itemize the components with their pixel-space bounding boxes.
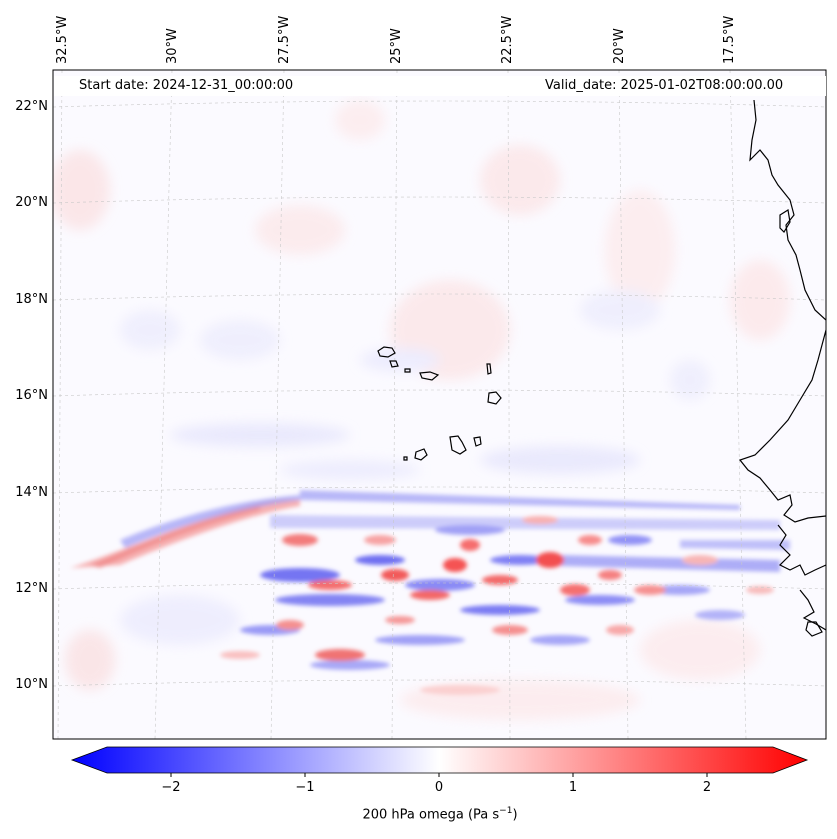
coastline: [738, 99, 826, 637]
colorbar-tick-label: 2: [702, 780, 712, 795]
colorbar-tick-label: −2: [161, 780, 181, 795]
colorbar-title: 200 hPa omega (Pa s−1): [290, 806, 590, 822]
colorbar-title-text: 200 hPa omega (Pa s: [362, 807, 500, 823]
colorbar-tick-label: −1: [295, 780, 315, 795]
valid-date-label: Valid_date: 2025-01-02T08:00:00.00: [545, 78, 784, 93]
lon-label: 32.5°W: [55, 15, 70, 64]
lon-label: 17.5°W: [722, 15, 737, 64]
lat-label: 10°N: [15, 677, 48, 692]
lat-label: 22°N: [15, 99, 48, 114]
lon-label: 22.5°W: [500, 15, 515, 64]
cape-verde-islands: [377, 346, 502, 461]
colorbar: [70, 746, 809, 777]
info-bar: [54, 76, 826, 96]
lat-label: 16°N: [15, 388, 48, 403]
map-frame: [52, 69, 827, 740]
colorbar-tick-label: 1: [568, 780, 578, 795]
lat-label: 14°N: [15, 485, 48, 500]
colorbar-gradient: [70, 746, 809, 774]
omega-field: [53, 100, 790, 720]
lon-label: 27.5°W: [277, 15, 292, 64]
lat-label: 18°N: [15, 292, 48, 307]
lat-label: 12°N: [15, 581, 48, 596]
colorbar-title-close: ): [512, 807, 518, 823]
lon-label: 30°W: [165, 28, 180, 64]
lon-label: 25°W: [389, 28, 404, 64]
lon-label: 20°W: [612, 28, 627, 64]
gridlines: [53, 70, 826, 739]
start-date-label: Start date: 2024-12-31_00:00:00: [79, 78, 294, 93]
colorbar-title-exp: −1: [499, 806, 513, 816]
lat-label: 20°N: [15, 195, 48, 210]
colorbar-tick-label: 0: [434, 780, 444, 795]
